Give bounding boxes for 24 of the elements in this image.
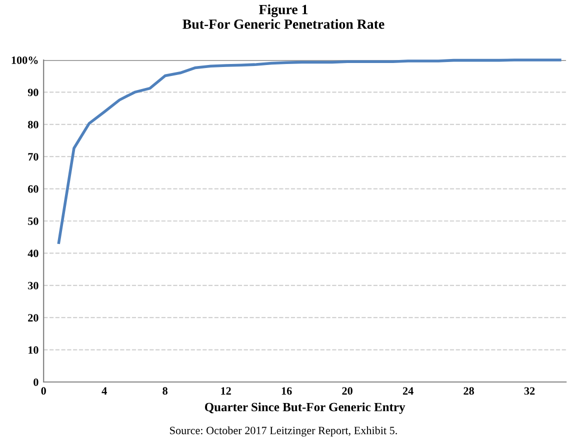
y-tick-label: 40	[28, 250, 38, 258]
x-tick-label: 8	[162, 387, 168, 395]
y-tick-label: 60	[28, 185, 38, 193]
x-tick-label: 20	[342, 387, 352, 395]
x-tick-label: 32	[524, 387, 535, 395]
y-tick-label: 0	[34, 378, 38, 386]
y-tick-label: 80	[28, 120, 38, 128]
x-tick-label: 4	[102, 387, 107, 395]
y-tick-label: 20	[28, 314, 38, 322]
source-note: Source: October 2017 Leitzinger Report, Exhibit 5.	[170, 426, 397, 437]
y-tick-label: 50	[28, 217, 38, 225]
y-tick-label: 100%	[12, 56, 38, 64]
y-tick-label: 10	[28, 346, 38, 354]
chart-title: Figure 1 But-For Generic Penetration Rate	[182, 4, 384, 29]
y-tick-label: 30	[28, 282, 38, 290]
x-tick-label: 24	[402, 387, 414, 395]
x-tick-label: 0	[41, 387, 46, 395]
x-tick-label: 12	[221, 387, 231, 395]
x-tick-label: 28	[464, 387, 474, 395]
y-tick-label: 90	[28, 88, 38, 96]
line-series	[57, 58, 562, 244]
y-tick-label: 70	[28, 153, 38, 161]
x-axis-title: Quarter Since But-For Generic Entry	[204, 402, 406, 414]
x-tick-label: 16	[282, 387, 292, 395]
